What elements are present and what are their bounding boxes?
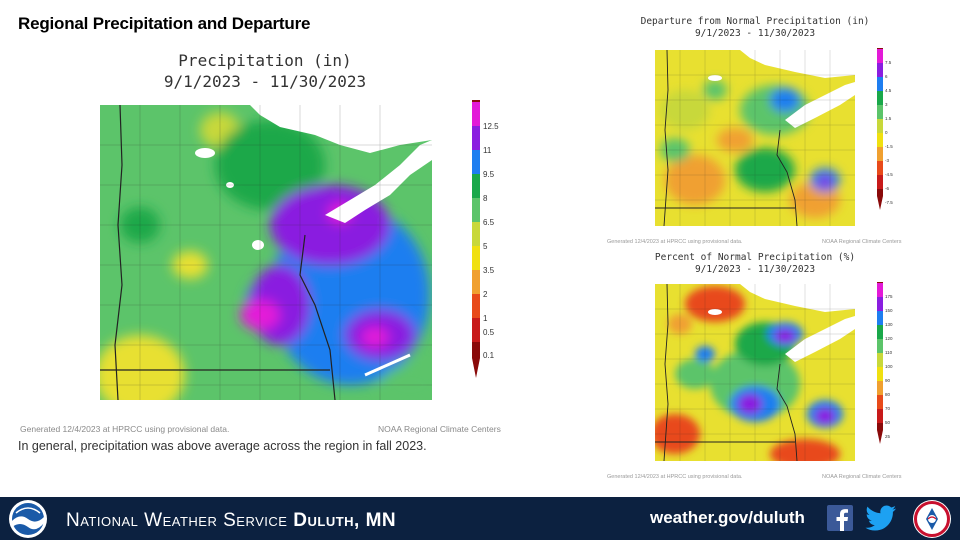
footer-office-prefix: National Weather Service xyxy=(66,510,288,531)
legend-label: 6.5 xyxy=(483,218,495,227)
departure-map xyxy=(655,50,855,226)
legend-label: -4.5 xyxy=(885,172,893,177)
main-map-title-line2: 9/1/2023 - 11/30/2023 xyxy=(163,72,367,91)
legend-label: 1.5 xyxy=(885,116,892,121)
legend-label: 110 xyxy=(885,350,893,355)
legend-label: 12.5 xyxy=(483,122,499,131)
slide-title: Regional Precipitation and Departure xyxy=(18,14,311,33)
legend-label: -6 xyxy=(885,186,889,191)
main-map-legend: 12.5 11 9.5 8 6.5 5 3.5 2 1 0.5 0.1 xyxy=(472,100,499,378)
twitter-icon[interactable] xyxy=(865,505,897,531)
departure-legend: 7.5 6 4.5 3 1.5 0 -1.5 -3 -4.5 -6 -7.5 xyxy=(877,48,893,210)
footer-url-link[interactable]: weather.gov/duluth xyxy=(650,508,805,527)
main-map-title: Precipitation (in) 9/1/2023 - 11/30/2023 xyxy=(150,50,380,92)
legend-label: 70 xyxy=(885,406,891,411)
main-map-credit-left: Generated 12/4/2023 at HPRCC using provi… xyxy=(20,424,230,434)
percent-map xyxy=(655,284,855,461)
noaa-logo[interactable] xyxy=(8,499,48,539)
legend-label: 0.1 xyxy=(483,351,495,360)
departure-map-title: Departure from Normal Precipitation (in)… xyxy=(640,16,870,40)
departure-map-title-line2: 9/1/2023 - 11/30/2023 xyxy=(694,28,816,39)
legend-colorbar xyxy=(877,48,883,210)
legend-colorbar xyxy=(472,100,480,378)
footer-office-name: Duluth, MN xyxy=(293,510,397,531)
legend-label: -1.5 xyxy=(885,144,893,149)
departure-credit-left: Generated 12/4/2023 at HPRCC using provi… xyxy=(607,239,743,245)
legend-label: 130 xyxy=(885,322,893,327)
departure-credit-right: NOAA Regional Climate Centers xyxy=(822,239,902,245)
percent-credit-right: NOAA Regional Climate Centers xyxy=(822,474,902,480)
legend-label: 120 xyxy=(885,336,893,341)
legend-label: 11 xyxy=(483,146,492,155)
legend-label: 0.5 xyxy=(483,328,495,337)
legend-colorbar xyxy=(877,282,883,444)
summary-text: In general, precipitation was above aver… xyxy=(18,439,427,453)
legend-label: 150 xyxy=(885,308,893,313)
legend-label: 7.5 xyxy=(885,60,892,65)
legend-label: 90 xyxy=(885,378,891,383)
main-map-title-line1: Precipitation (in) xyxy=(178,51,352,70)
percent-credit-left: Generated 12/4/2023 at HPRCC using provi… xyxy=(607,474,743,480)
legend-label: 6 xyxy=(885,74,888,79)
legend-label: 3 xyxy=(885,102,888,107)
departure-map-title-line1: Departure from Normal Precipitation (in) xyxy=(640,16,870,27)
percent-map-title-line1: Percent of Normal Precipitation (%) xyxy=(654,252,856,263)
legend-label: 100 xyxy=(885,364,893,369)
legend-label: 1 xyxy=(483,314,488,323)
percent-map-title-line2: 9/1/2023 - 11/30/2023 xyxy=(694,264,816,275)
footer-office: National Weather Service Duluth, MN xyxy=(66,510,396,532)
legend-label: 2 xyxy=(483,290,488,299)
legend-label: 25 xyxy=(885,434,891,439)
legend-label: 9.5 xyxy=(483,170,495,179)
legend-label: 0 xyxy=(885,130,888,135)
legend-label: 8 xyxy=(483,194,488,203)
main-map-credit-right: NOAA Regional Climate Centers xyxy=(378,424,501,434)
precipitation-map xyxy=(100,105,432,400)
facebook-icon[interactable] xyxy=(827,505,853,531)
footer-bar xyxy=(0,497,960,540)
legend-label: -7.5 xyxy=(885,200,893,205)
legend-label: 4.5 xyxy=(885,88,892,93)
legend-label: 5 xyxy=(483,242,488,251)
percent-map-title: Percent of Normal Precipitation (%) 9/1/2… xyxy=(640,252,870,276)
legend-label: -3 xyxy=(885,158,889,163)
legend-label: 50 xyxy=(885,420,891,425)
legend-label: 3.5 xyxy=(483,266,495,275)
legend-label: 80 xyxy=(885,392,891,397)
percent-legend: 175 150 130 120 110 100 90 80 70 50 25 xyxy=(877,282,893,444)
legend-label: 175 xyxy=(885,294,893,299)
nws-logo[interactable] xyxy=(912,499,952,539)
